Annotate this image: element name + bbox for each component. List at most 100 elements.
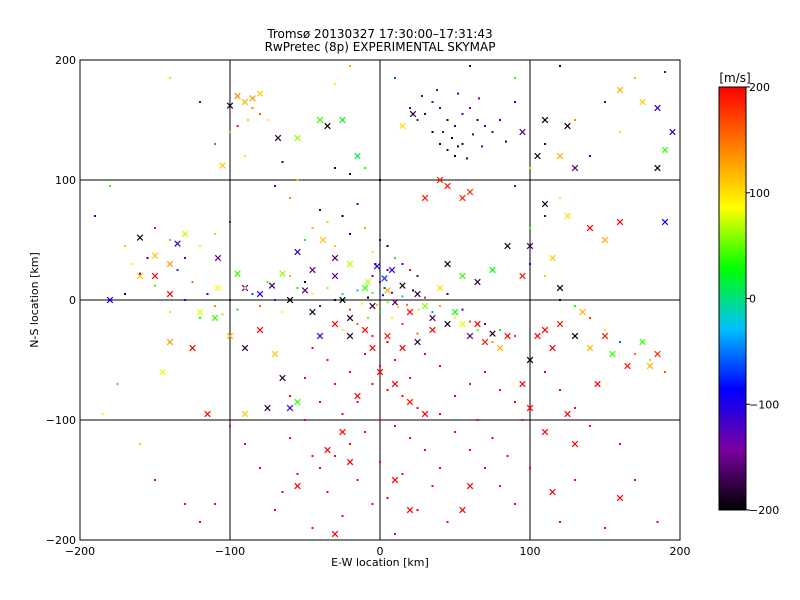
cross-marker xyxy=(422,195,428,201)
cross-marker xyxy=(640,99,646,105)
cross-marker xyxy=(175,241,181,247)
dot-marker xyxy=(424,113,426,115)
dot-marker xyxy=(94,215,96,217)
dot-marker xyxy=(244,443,246,445)
cross-marker xyxy=(167,291,173,297)
dot-marker xyxy=(499,329,501,331)
cross-marker xyxy=(647,363,653,369)
dot-marker xyxy=(451,137,453,139)
cross-marker xyxy=(295,135,301,141)
dot-marker xyxy=(409,437,411,439)
dot-marker xyxy=(492,131,494,133)
dot-marker xyxy=(574,305,576,307)
dot-marker xyxy=(574,407,576,409)
cross-marker xyxy=(422,303,428,309)
dot-marker xyxy=(357,479,359,481)
dot-marker xyxy=(439,413,441,415)
cross-marker xyxy=(332,321,338,327)
dot-marker xyxy=(382,294,384,296)
dot-marker xyxy=(334,83,336,85)
cross-marker xyxy=(490,331,496,337)
dot-marker xyxy=(447,521,449,523)
dot-marker xyxy=(312,293,314,295)
dot-marker xyxy=(289,437,291,439)
colorbar-tick-label: 100 xyxy=(749,187,770,200)
dot-marker xyxy=(436,89,438,91)
cross-marker xyxy=(325,123,331,129)
dot-marker xyxy=(372,383,374,385)
dot-marker xyxy=(334,245,336,247)
dot-marker xyxy=(649,359,651,361)
dot-marker xyxy=(259,305,261,307)
dot-marker xyxy=(604,527,606,529)
cross-marker xyxy=(587,345,593,351)
dot-marker xyxy=(379,461,381,463)
dot-marker xyxy=(154,479,156,481)
dot-marker xyxy=(394,77,396,79)
cross-marker xyxy=(572,333,578,339)
cross-marker xyxy=(557,321,563,327)
dot-marker xyxy=(514,77,516,79)
cross-marker xyxy=(317,333,323,339)
cross-marker xyxy=(467,483,473,489)
cross-marker xyxy=(332,273,338,279)
cross-marker xyxy=(167,339,173,345)
dot-marker xyxy=(387,269,389,271)
cross-marker xyxy=(302,288,308,294)
dot-marker xyxy=(357,289,359,291)
dot-marker xyxy=(379,179,381,181)
cross-marker xyxy=(400,283,406,289)
cross-marker xyxy=(550,345,556,351)
y-axis-label: N-S location [km] xyxy=(28,252,41,348)
cross-marker xyxy=(269,283,275,289)
cross-marker xyxy=(152,273,158,279)
dot-marker xyxy=(424,297,426,299)
dot-marker xyxy=(229,299,231,301)
dot-marker xyxy=(442,131,444,133)
cross-marker xyxy=(505,333,511,339)
dot-marker xyxy=(349,173,351,175)
cross-marker xyxy=(235,271,241,277)
dot-marker xyxy=(387,497,389,499)
dot-marker xyxy=(312,455,314,457)
dot-marker xyxy=(394,359,396,361)
dot-marker xyxy=(169,77,171,79)
dot-marker xyxy=(477,119,479,121)
dot-marker xyxy=(267,119,269,121)
dot-marker xyxy=(387,341,389,343)
chart-title: Tromsø 20130327 17:30:00–17:31:43 xyxy=(266,27,492,41)
cross-marker xyxy=(542,429,548,435)
cross-marker xyxy=(565,123,571,129)
dot-marker xyxy=(559,389,561,391)
dot-marker xyxy=(514,101,516,103)
dot-marker xyxy=(304,239,306,241)
dot-marker xyxy=(507,455,509,457)
cross-marker xyxy=(280,271,286,277)
cross-marker xyxy=(385,288,391,294)
dot-marker xyxy=(139,273,141,275)
cross-marker xyxy=(662,147,668,153)
dot-marker xyxy=(376,304,378,306)
dot-marker xyxy=(454,395,456,397)
cross-marker xyxy=(460,273,466,279)
dot-marker xyxy=(207,293,209,295)
dot-marker xyxy=(544,143,546,145)
dot-marker xyxy=(237,125,239,127)
cross-marker xyxy=(332,531,338,537)
dot-marker xyxy=(529,227,531,229)
dot-marker xyxy=(417,333,419,335)
cross-marker xyxy=(295,399,301,405)
dot-marker xyxy=(319,467,321,469)
colorbar-ticks: 2001000−100−200 xyxy=(746,81,779,517)
dot-marker xyxy=(559,299,561,301)
dot-marker xyxy=(349,371,351,373)
dot-marker xyxy=(387,245,389,247)
dot-marker xyxy=(372,275,374,277)
dot-marker xyxy=(439,467,441,469)
cross-marker xyxy=(385,333,391,339)
cross-marker xyxy=(235,93,241,99)
dot-marker xyxy=(289,395,291,397)
dot-marker xyxy=(289,197,291,199)
cross-marker xyxy=(257,327,263,333)
dot-marker xyxy=(169,311,171,313)
